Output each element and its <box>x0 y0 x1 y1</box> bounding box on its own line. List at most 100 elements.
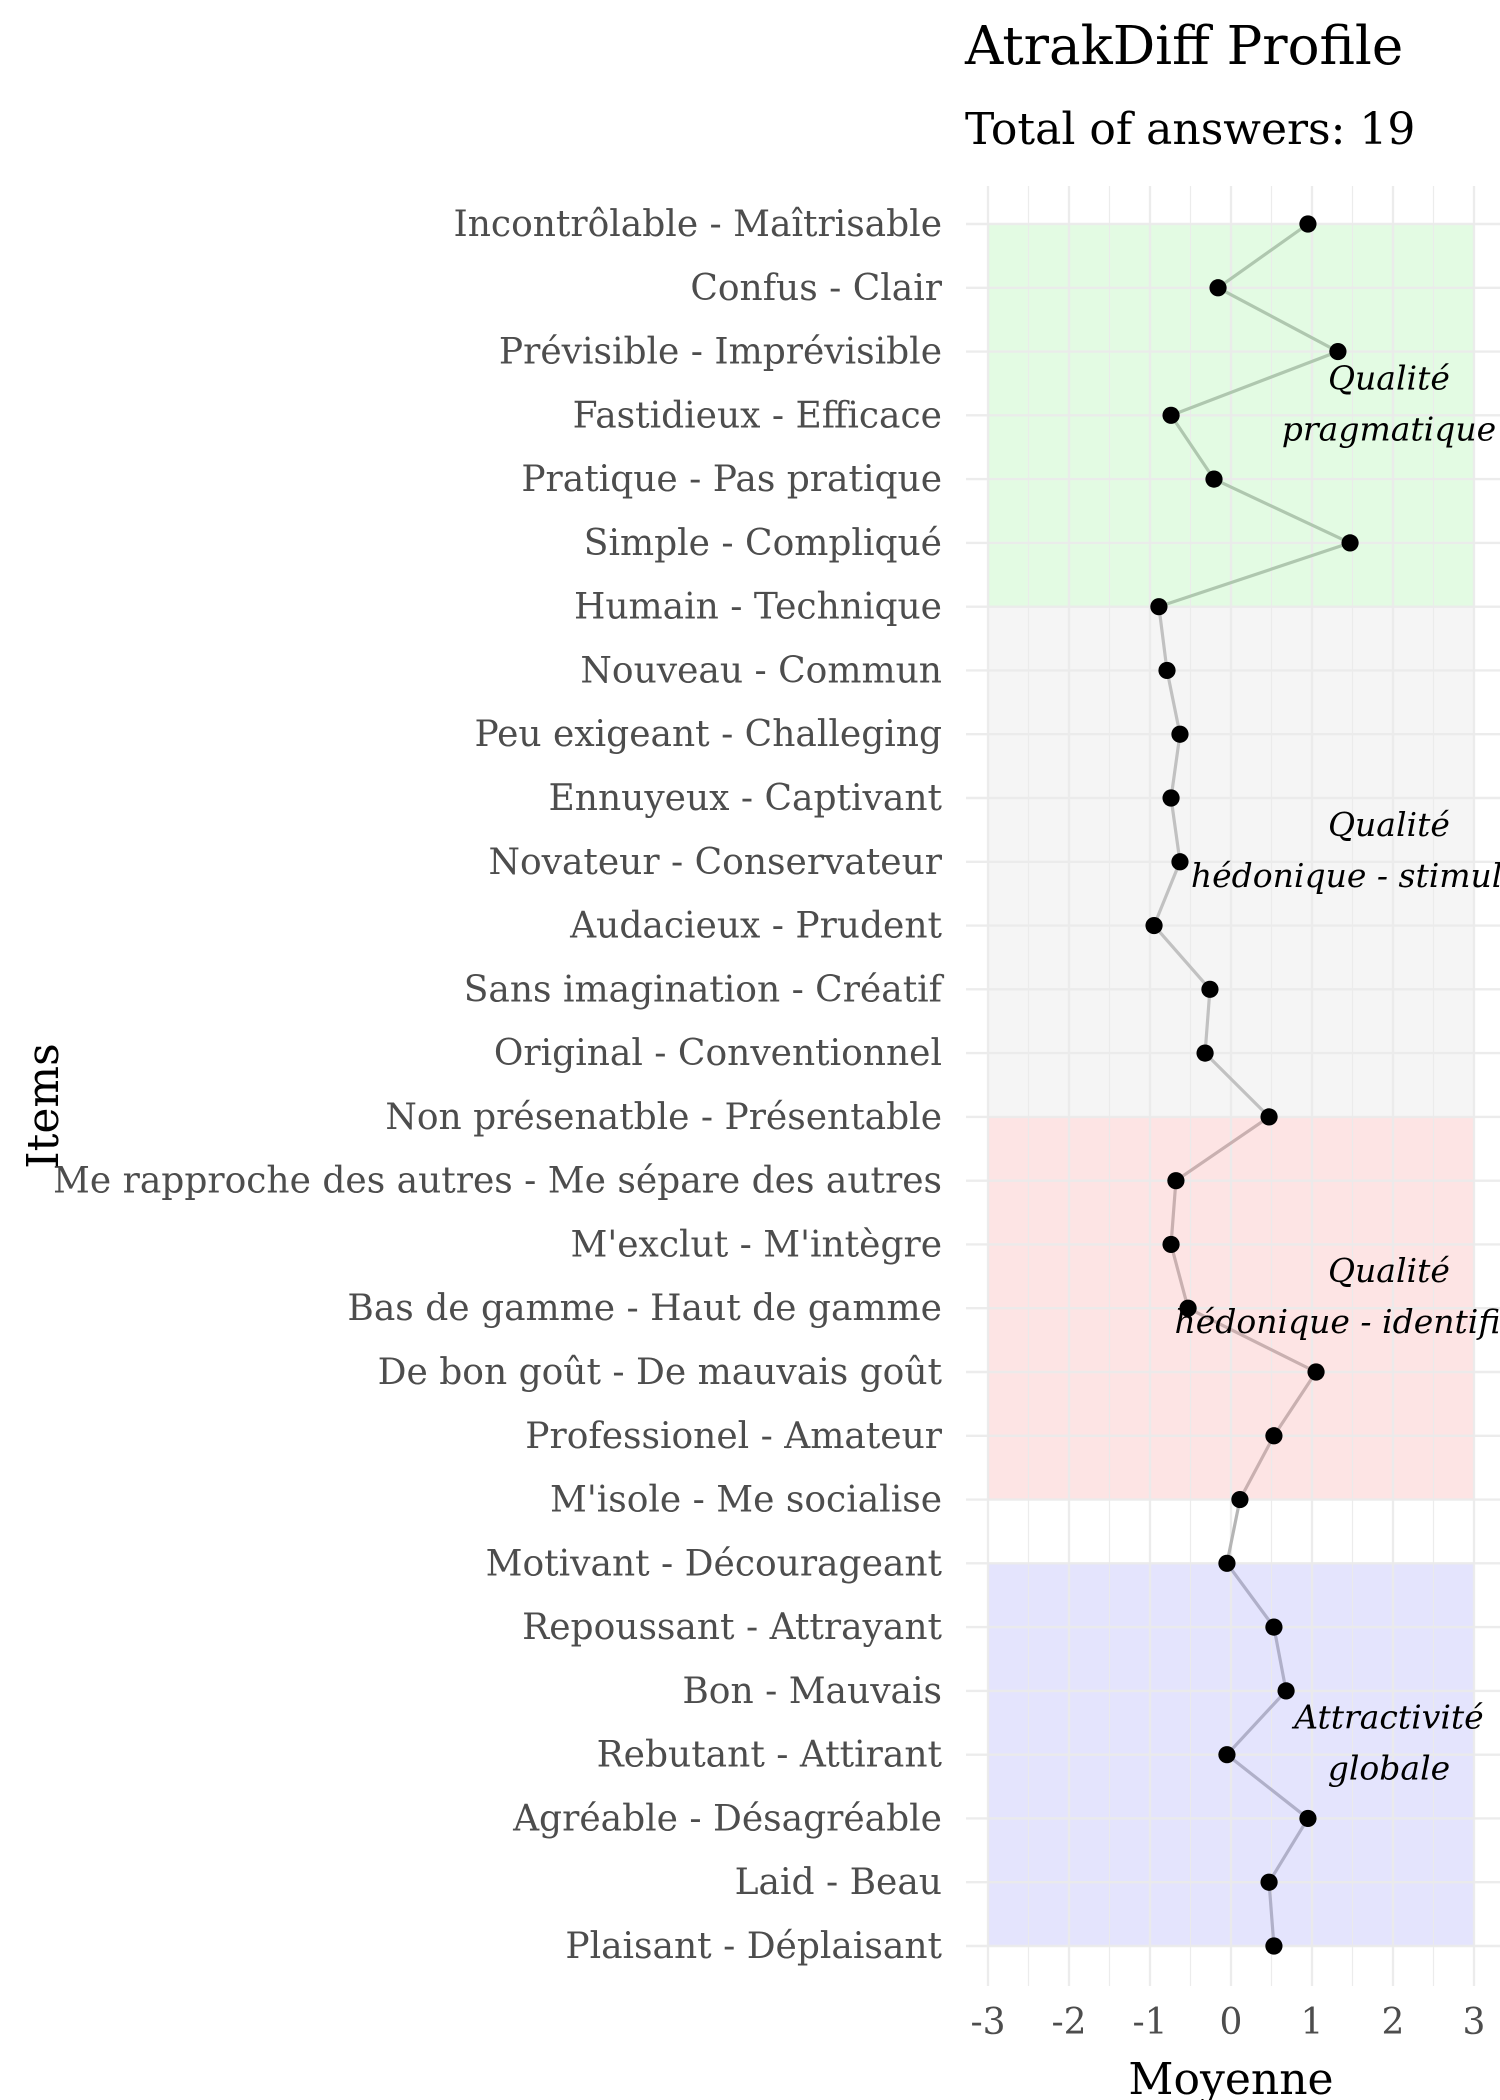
data-point-18 <box>1307 1363 1325 1381</box>
data-point-27 <box>1265 1937 1283 1955</box>
series-line-segment-5 <box>1157 541 1352 609</box>
series-points <box>1145 215 1359 1955</box>
series-line-segment-13 <box>1203 1051 1271 1119</box>
data-point-4 <box>1205 470 1223 488</box>
y-tick-label-9: Ennuyeux - Captivant <box>548 778 942 819</box>
y-tick-label-0: Incontrôlable - Maîtrisable <box>454 204 943 245</box>
band-label-1-line-0: Qualité <box>1328 805 1450 844</box>
y-tick-label-20: M'isole - Me socialise <box>550 1480 942 1521</box>
x-tick-label-5: 2 <box>1382 2002 1405 2043</box>
y-tick-label-18: De bon goût - De mauvais goût <box>378 1352 943 1393</box>
series-line-segment-9 <box>1169 796 1182 864</box>
data-point-12 <box>1201 980 1219 998</box>
grid-lines <box>966 186 1500 1986</box>
data-point-17 <box>1179 1299 1197 1317</box>
data-point-19 <box>1265 1427 1283 1445</box>
data-point-24 <box>1218 1746 1236 1764</box>
data-point-16 <box>1162 1235 1180 1254</box>
data-point-6 <box>1150 598 1168 616</box>
y-tick-label-12: Sans imagination - Créatif <box>464 969 945 1010</box>
data-point-1 <box>1209 279 1227 297</box>
data-point-23 <box>1277 1682 1295 1700</box>
data-point-10 <box>1171 853 1189 871</box>
y-tick-labels: Incontrôlable - Maîtrisable Confus - Clai… <box>53 204 945 1967</box>
series-line-segment-19 <box>1238 1434 1276 1502</box>
y-tick-label-11: Audacieux - Prudent <box>569 906 942 947</box>
data-point-14 <box>1260 1108 1278 1126</box>
y-tick-label-17: Bas de gamme - Haut de gamme <box>347 1288 942 1329</box>
y-tick-label-19: Professionel - Amateur <box>525 1416 942 1457</box>
band-label-1-line-1: hédonique - stimulation <box>1191 856 1500 895</box>
data-point-20 <box>1231 1490 1249 1509</box>
series-line-segment-6 <box>1157 605 1169 673</box>
data-point-15 <box>1167 1172 1185 1190</box>
series-line-segment-4 <box>1212 477 1352 545</box>
series-line-segment-16 <box>1169 1242 1190 1310</box>
y-tick-label-8: Peu exigeant - Challeging <box>475 714 943 755</box>
data-point-11 <box>1145 916 1163 935</box>
series-line-segment-2 <box>1169 349 1340 417</box>
series-line-segment-24 <box>1225 1753 1310 1821</box>
data-point-25 <box>1299 1809 1317 1828</box>
data-point-22 <box>1265 1618 1283 1636</box>
series-line-segment-23 <box>1225 1689 1288 1757</box>
band-label-3-line-0: Attractivité <box>1291 1698 1484 1737</box>
y-tick-label-26: Laid - Beau <box>735 1862 942 1903</box>
y-tick-label-23: Bon - Mauvais <box>682 1671 942 1712</box>
data-point-7 <box>1158 661 1176 680</box>
y-tick-label-15: Me rapproche des autres - Me sépare des … <box>53 1161 942 1202</box>
x-tick-labels: -3 -2 -1 0 1 2 3 <box>970 2002 1485 2043</box>
chart-subtitle: Total of answers: 19 <box>965 104 1415 155</box>
x-tick-label-0: -3 <box>970 2002 1005 2043</box>
x-axis-title: Moyenne <box>1128 2054 1333 2100</box>
band-label-2-line-1: hédonique - identification <box>1174 1302 1500 1341</box>
series-line-segment-26 <box>1267 1880 1276 1948</box>
series-line-segment-18 <box>1272 1370 1318 1438</box>
data-point-13 <box>1196 1044 1214 1062</box>
y-tick-label-27: Plaisant - Déplaisant <box>565 1926 942 1967</box>
y-tick-label-5: Simple - Compliqué <box>584 523 942 564</box>
y-tick-label-10: Novateur - Conservateur <box>488 842 942 883</box>
band-label-2-line-0: Qualité <box>1328 1251 1450 1290</box>
x-tick-label-2: -1 <box>1132 2002 1167 2043</box>
data-point-3 <box>1162 406 1180 424</box>
series-line-segment-7 <box>1165 668 1182 736</box>
series-line-segment-3 <box>1169 413 1216 481</box>
y-tick-label-7: Nouveau - Commun <box>580 650 942 691</box>
y-tick-label-1: Confus - Clair <box>690 268 942 309</box>
band-labels: Qualité pragmatique Qualité hédonique - sti… <box>1174 358 1500 1787</box>
y-tick-label-16: M'exclut - M'intègre <box>570 1224 942 1265</box>
series-line-segment-8 <box>1169 732 1182 800</box>
y-tick-label-24: Rebutant - Attirant <box>597 1735 943 1776</box>
series-line-segment-17 <box>1186 1306 1318 1374</box>
y-tick-label-22: Repoussant - Attrayant <box>522 1607 942 1648</box>
data-point-2 <box>1329 342 1347 361</box>
y-axis-title: Items <box>18 1043 69 1168</box>
series-line-segment-22 <box>1272 1625 1288 1693</box>
x-tick-label-3: 0 <box>1220 2002 1243 2043</box>
y-tick-label-21: Motivant - Décourageant <box>486 1543 943 1584</box>
chart-title: AtrakDiff Profile <box>964 16 1403 77</box>
band-label-0-line-1: pragmatique <box>1282 409 1496 448</box>
series-line-segment-12 <box>1203 987 1212 1055</box>
data-point-21 <box>1218 1554 1236 1572</box>
y-tick-label-2: Prévisible - Imprévisible <box>499 332 942 373</box>
series-line-segment-14 <box>1174 1115 1271 1183</box>
series-line-segment-1 <box>1216 286 1340 354</box>
y-tick-label-3: Fastidieux - Efficace <box>573 395 942 436</box>
data-point-0 <box>1299 215 1317 233</box>
x-tick-label-1: -2 <box>1051 2002 1086 2043</box>
series-line-segment-0 <box>1216 222 1310 290</box>
series-line-segment-11 <box>1152 923 1212 991</box>
y-tick-label-13: Original - Conventionnel <box>494 1033 942 1074</box>
series-line-segment-20 <box>1225 1497 1242 1565</box>
y-tick-label-4: Pratique - Pas pratique <box>521 459 942 500</box>
data-point-5 <box>1341 534 1359 552</box>
data-point-26 <box>1260 1873 1278 1891</box>
series-line-segment-15 <box>1169 1179 1178 1247</box>
data-point-9 <box>1162 789 1180 807</box>
x-tick-label-4: 1 <box>1301 2002 1324 2043</box>
series-line-segment-25 <box>1267 1816 1310 1884</box>
band-label-3-line-1: globale <box>1328 1749 1450 1788</box>
